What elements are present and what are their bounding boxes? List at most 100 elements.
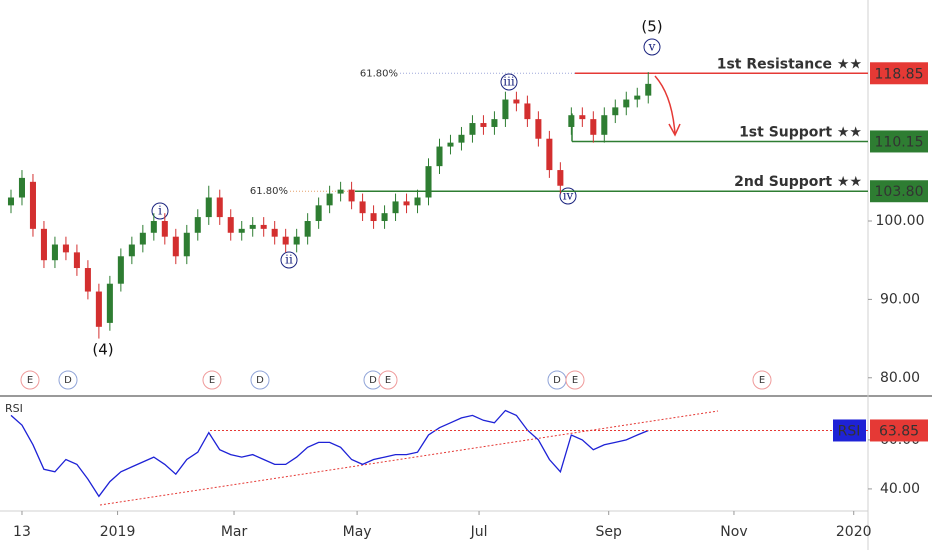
candle-body [62, 244, 69, 253]
candle-body [436, 146, 443, 167]
rsi-tick-label: 40.00 [880, 481, 920, 497]
candle-body [216, 197, 223, 218]
candle-body [403, 201, 410, 206]
candle-body [634, 95, 641, 100]
candle-body [304, 221, 311, 237]
candle-body [590, 119, 597, 135]
event-marker [752, 370, 772, 390]
candle-body [293, 236, 300, 245]
x-tick-label: Nov [720, 524, 747, 540]
candle-body [612, 107, 619, 116]
candle-body [260, 224, 267, 229]
candle-body [139, 232, 146, 245]
candle-body [18, 177, 25, 198]
candle-body [502, 99, 509, 120]
rsi-value: 63.85 [879, 423, 919, 439]
level-price: 118.85 [875, 66, 924, 82]
candle-body [392, 201, 399, 214]
wave-label: (4) [92, 341, 113, 359]
rsi-name-box [833, 419, 866, 442]
candle-body [238, 228, 245, 233]
level-price-box [870, 180, 928, 203]
event-label: E [209, 375, 215, 386]
x-tick-label: May [343, 524, 372, 540]
candle-body [447, 142, 454, 147]
candle-body [84, 268, 91, 292]
event-label: D [256, 375, 264, 386]
fib-label: 61.80% [250, 186, 288, 197]
candle-body [271, 228, 278, 237]
candle-body [381, 213, 388, 222]
wave-label: ii [285, 253, 293, 267]
candle-body [524, 103, 531, 120]
wave-label: i [158, 204, 162, 218]
candle-body [73, 252, 80, 269]
level-price: 110.15 [875, 134, 924, 150]
event-marker [58, 370, 78, 390]
candle-body [370, 213, 377, 222]
event-marker [202, 370, 222, 390]
event-label: E [572, 375, 578, 386]
event-marker [20, 370, 40, 390]
x-tick-label: Jul [470, 524, 488, 540]
level-price-box [870, 62, 928, 85]
candle-body [40, 228, 47, 261]
candle-body [491, 119, 498, 127]
candle-body [546, 138, 553, 171]
wave-iii: iii [500, 73, 518, 91]
x-tick-label: 13 [13, 524, 31, 540]
event-marker [565, 370, 585, 390]
candle-body [337, 189, 344, 194]
candle-body [480, 123, 487, 127]
level-label: 2nd Support ★★ [734, 174, 862, 190]
x-tick-label: 2020 [836, 524, 872, 540]
level-label: 1st Resistance ★★ [717, 56, 862, 72]
wave-label: (5) [641, 18, 662, 36]
candle-body [7, 197, 15, 206]
candle-body [359, 201, 366, 214]
wave-label: iv [563, 189, 574, 203]
rsi-value-box [870, 419, 928, 442]
candle-body [172, 236, 179, 257]
candle-body [194, 217, 201, 233]
event-label: E [27, 375, 33, 386]
y-tick-label: 80.00 [880, 370, 920, 386]
candle-body [623, 99, 630, 108]
wave-ii: ii [280, 251, 298, 269]
candle-body [568, 115, 575, 127]
candle-body [579, 115, 586, 120]
candle-body [601, 115, 608, 135]
candle-body [414, 197, 421, 206]
candle-body [161, 221, 168, 237]
rsi-title: RSI [5, 402, 23, 415]
candle-body [282, 236, 289, 245]
event-label: D [553, 375, 561, 386]
candle-body [326, 193, 333, 206]
candle-body [557, 170, 564, 186]
event-marker [250, 370, 270, 390]
level-price-box [870, 130, 928, 153]
rsi-line [10, 409, 649, 498]
x-tick-label: 2019 [100, 524, 136, 540]
event-marker [378, 370, 398, 390]
candle-body [106, 283, 113, 323]
candle-body [645, 83, 652, 96]
wave-label: iii [503, 75, 515, 89]
candle-body [95, 291, 102, 327]
x-tick-label: Mar [221, 524, 248, 540]
wave-label: v [648, 40, 656, 54]
candle-body [128, 244, 135, 257]
event-label: E [385, 375, 391, 386]
candle-body [348, 189, 355, 202]
x-tick-label: Sep [596, 524, 623, 540]
candle-body [249, 224, 256, 229]
rsi-trendline [99, 410, 719, 506]
candle-body [150, 221, 157, 233]
candle-body [458, 134, 465, 143]
fib-label: 61.80% [360, 68, 398, 79]
candle-body [51, 244, 58, 261]
wave-iv: iv [559, 187, 577, 205]
forecast-arrow [654, 75, 676, 135]
